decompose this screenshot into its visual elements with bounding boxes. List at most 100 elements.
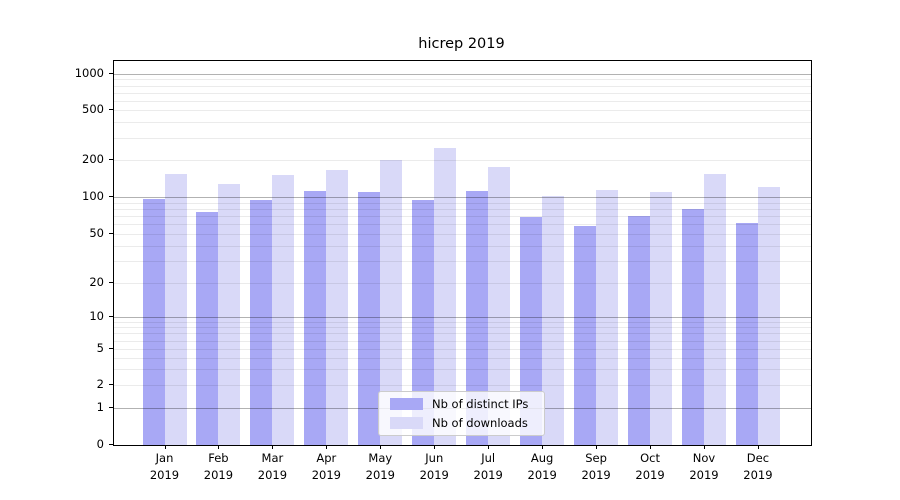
gridline-minor	[114, 349, 811, 350]
y-axis-tick-label: 50	[89, 226, 104, 240]
gridline-minor	[114, 246, 811, 247]
gridline-minor	[114, 224, 811, 225]
y-axis-tick-mark	[109, 444, 113, 445]
bar-downloads-sep	[596, 190, 619, 445]
x-axis-tick-label: Sep 2019	[581, 451, 611, 482]
bar-distinct-ips-apr	[304, 191, 327, 445]
x-axis-tick-mark	[164, 445, 166, 449]
bar-downloads-mar	[272, 174, 295, 445]
y-axis-tick-mark	[109, 73, 113, 74]
bar-distinct-ips-may	[358, 191, 381, 445]
gridline-minor	[114, 322, 811, 323]
y-axis-tick-label: 0	[96, 437, 104, 451]
gridline-minor	[114, 261, 811, 262]
x-axis-tick-label: Aug 2019	[527, 451, 557, 482]
gridline-minor	[114, 369, 811, 370]
gridline-major	[114, 74, 811, 75]
y-axis-tick-label: 200	[82, 152, 104, 166]
x-axis-tick-label: Mar 2019	[257, 451, 288, 482]
gridline-minor	[114, 209, 811, 210]
bar-distinct-ips-jul	[466, 190, 489, 445]
y-axis-tick-label: 100	[82, 189, 104, 203]
bar-downloads-nov	[704, 174, 726, 445]
x-axis-tick-label: Apr 2019	[311, 451, 341, 482]
bar-downloads-feb	[218, 184, 241, 445]
gridline-minor	[114, 122, 811, 123]
bar-downloads-jun	[434, 147, 457, 445]
x-axis-tick-mark	[757, 445, 759, 449]
legend: Nb of distinct IPs Nb of downloads	[378, 391, 545, 436]
plot-area	[113, 60, 812, 446]
gridline-minor	[114, 86, 811, 87]
gridline-minor	[114, 341, 811, 342]
gridline-minor	[114, 385, 811, 386]
x-axis-tick-mark	[488, 445, 490, 449]
x-axis-tick-label: Dec 2019	[743, 451, 773, 482]
x-axis-tick-label: Nov 2019	[689, 451, 719, 482]
bar-distinct-ips-dec	[735, 222, 758, 445]
gridline-minor	[114, 160, 811, 161]
gridline-minor	[114, 327, 811, 328]
gridline-minor	[114, 138, 811, 139]
chart-title: hicrep 2019	[418, 36, 505, 52]
x-axis-tick-label: May 2019	[365, 451, 395, 482]
legend-swatch-distinct-ips	[390, 398, 423, 410]
y-axis-tick-mark	[109, 159, 113, 160]
y-axis-tick-label: 1	[96, 400, 104, 414]
gridline-minor	[114, 283, 811, 284]
gridline-minor	[114, 93, 811, 94]
y-axis-tick-label: 5	[96, 341, 104, 355]
y-axis-tick-mark	[109, 233, 113, 234]
bar-distinct-ips-jun	[412, 200, 435, 445]
x-axis-tick-label: Oct 2019	[635, 451, 665, 482]
y-axis-tick-mark	[109, 384, 113, 385]
legend-item-downloads: Nb of downloads	[379, 414, 544, 433]
legend-item-distinct-ips: Nb of distinct IPs	[379, 395, 544, 414]
bar-distinct-ips-nov	[682, 208, 704, 445]
gridline-major	[114, 317, 811, 318]
bar-downloads-aug	[542, 196, 565, 445]
y-axis-tick-mark	[109, 348, 113, 349]
x-axis-tick-mark	[596, 445, 598, 449]
bar-downloads-may	[380, 160, 403, 445]
gridline-major	[114, 197, 811, 198]
y-axis-tick-label: 2	[96, 377, 104, 391]
gridline-minor	[114, 110, 811, 111]
y-axis-tick-label: 500	[82, 102, 104, 116]
bar-downloads-dec	[757, 187, 780, 445]
legend-label-downloads: Nb of downloads	[432, 416, 528, 430]
y-axis-tick-label: 20	[89, 275, 104, 289]
gridline-minor	[114, 234, 811, 235]
bar-distinct-ips-feb	[196, 211, 219, 445]
x-axis-tick-mark	[380, 445, 382, 449]
y-axis-tick-mark	[109, 316, 113, 317]
y-axis-tick-label: 1000	[74, 66, 104, 80]
y-axis-tick-mark	[109, 282, 113, 283]
x-axis-tick-mark	[218, 445, 220, 449]
gridline-minor	[114, 101, 811, 102]
y-axis-tick-mark	[109, 196, 113, 197]
x-axis-tick-label: Jun 2019	[419, 451, 449, 482]
gridline-minor	[114, 333, 811, 334]
y-axis-tick-label: 10	[89, 309, 104, 323]
x-axis-tick-label: Jul 2019	[473, 451, 503, 482]
y-axis-tick-mark	[109, 109, 113, 110]
bar-downloads-jul	[488, 166, 511, 445]
bar-downloads-apr	[326, 169, 349, 445]
gridline-minor	[114, 79, 811, 80]
x-axis-tick-mark	[326, 445, 328, 449]
bar-distinct-ips-aug	[520, 216, 543, 445]
x-axis-tick-mark	[650, 445, 652, 449]
x-axis-tick-mark	[542, 445, 544, 449]
legend-label-distinct-ips: Nb of distinct IPs	[432, 397, 529, 411]
gridline-minor	[114, 358, 811, 359]
y-axis-tick-mark	[109, 407, 113, 408]
bar-downloads-jan	[164, 174, 187, 445]
x-axis-tick-mark	[434, 445, 436, 449]
gridline-minor	[114, 203, 811, 204]
bar-distinct-ips-mar	[250, 199, 273, 445]
legend-swatch-downloads	[390, 417, 423, 429]
x-axis-tick-mark	[272, 445, 274, 449]
bar-distinct-ips-oct	[628, 216, 651, 445]
